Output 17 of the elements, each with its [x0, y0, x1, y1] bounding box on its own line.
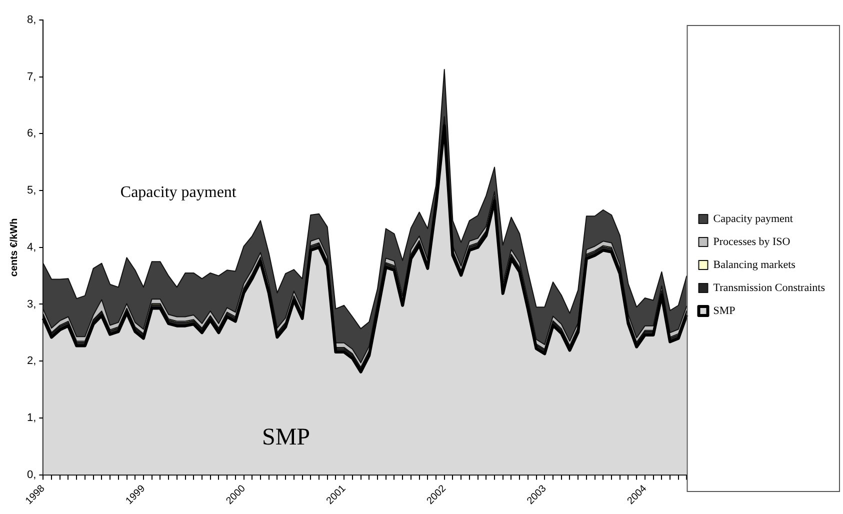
y-tick-label: 6,	[26, 128, 36, 140]
y-tick-label: 3,	[26, 298, 36, 310]
y-tick-label: 5,	[26, 184, 36, 197]
legend-label: Balancing markets	[713, 258, 796, 271]
legend-label: Processes by ISO	[713, 236, 790, 248]
y-tick-label: 0,	[26, 468, 36, 481]
y-axis-title: cents €/kWh	[8, 218, 20, 277]
annotation: Capacity payment	[120, 184, 237, 202]
y-tick-label: 2,	[26, 355, 36, 368]
legend-label: SMP	[713, 304, 736, 317]
legend-label: Capacity payment	[713, 212, 793, 225]
y-tick-label: 4,	[26, 241, 36, 254]
legend-label: Transmission Constraints	[713, 282, 826, 294]
y-tick-label: 7,	[26, 70, 36, 83]
y-tick-label: 1,	[26, 412, 36, 424]
y-tick-label: 8,	[26, 14, 36, 26]
annotation: SMP	[262, 424, 310, 451]
